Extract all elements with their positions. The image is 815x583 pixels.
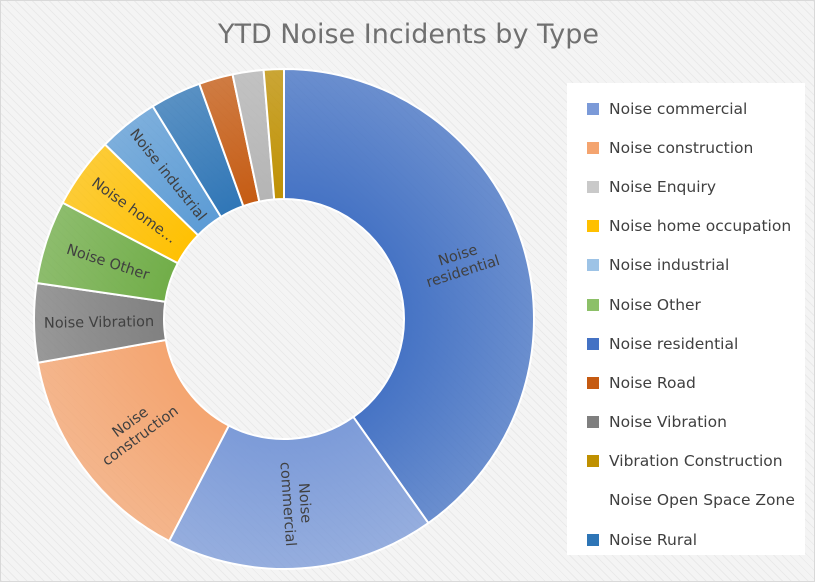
legend-item: Noise construction bbox=[567, 128, 805, 167]
legend-swatch bbox=[587, 337, 599, 350]
slice-label: Noisecommercial bbox=[276, 460, 315, 547]
slice-label-line: commercial bbox=[276, 461, 298, 546]
donut-slices bbox=[33, 67, 535, 570]
legend-label: Vibration Construction bbox=[609, 452, 783, 471]
donut-slice bbox=[283, 67, 535, 525]
legend-swatch bbox=[587, 180, 599, 193]
legend-label: Noise Enquiry bbox=[609, 177, 717, 196]
legend-item: Vibration Construction bbox=[567, 442, 805, 481]
legend-swatch bbox=[587, 298, 599, 311]
legend-item: Noise Open Space Zone bbox=[567, 481, 805, 520]
legend-label: Noise Open Space Zone bbox=[609, 491, 795, 510]
legend-item: Noise Enquiry bbox=[567, 167, 805, 206]
legend-label: Noise Rural bbox=[609, 530, 697, 549]
legend-label: Noise Other bbox=[609, 295, 701, 314]
legend-swatch bbox=[587, 220, 599, 233]
legend-label: Noise industrial bbox=[609, 256, 730, 275]
legend-swatch bbox=[587, 376, 599, 389]
legend-label: Noise commercial bbox=[609, 99, 748, 118]
legend-item: Noise industrial bbox=[567, 246, 805, 285]
legend-swatch bbox=[587, 416, 599, 429]
legend-item: Noise commercial bbox=[567, 89, 805, 128]
donut-slice bbox=[262, 67, 285, 201]
chart-title: YTD Noise Incidents by Type bbox=[217, 19, 600, 50]
legend-swatch bbox=[587, 259, 599, 272]
legend-label: Noise Road bbox=[609, 373, 696, 392]
legend-swatch bbox=[587, 533, 599, 546]
legend-item: Noise residential bbox=[567, 324, 805, 363]
donut-slice bbox=[36, 338, 231, 543]
legend-item: Noise Rural bbox=[567, 520, 805, 559]
legend-label: Noise residential bbox=[609, 334, 739, 353]
legend-item: Noise Road bbox=[567, 363, 805, 402]
legend-label: Noise home occupation bbox=[609, 217, 792, 236]
legend-item: Noise home occupation bbox=[567, 207, 805, 246]
legend-swatch bbox=[587, 102, 599, 115]
legend-label: Noise construction bbox=[609, 138, 754, 157]
legend-swatch bbox=[587, 141, 599, 154]
slice-label-line: Noise bbox=[295, 482, 314, 523]
slice-label-line: Noise Vibration bbox=[44, 314, 155, 332]
donut-slice bbox=[167, 415, 430, 570]
slice-label: Noise Vibration bbox=[44, 314, 155, 332]
legend-swatch bbox=[587, 455, 599, 468]
legend-item: Noise Vibration bbox=[567, 403, 805, 442]
legend-item: Noise Other bbox=[567, 285, 805, 324]
legend: Noise commercial Noise construction Nois… bbox=[567, 83, 805, 555]
legend-label: Noise Vibration bbox=[609, 413, 727, 432]
